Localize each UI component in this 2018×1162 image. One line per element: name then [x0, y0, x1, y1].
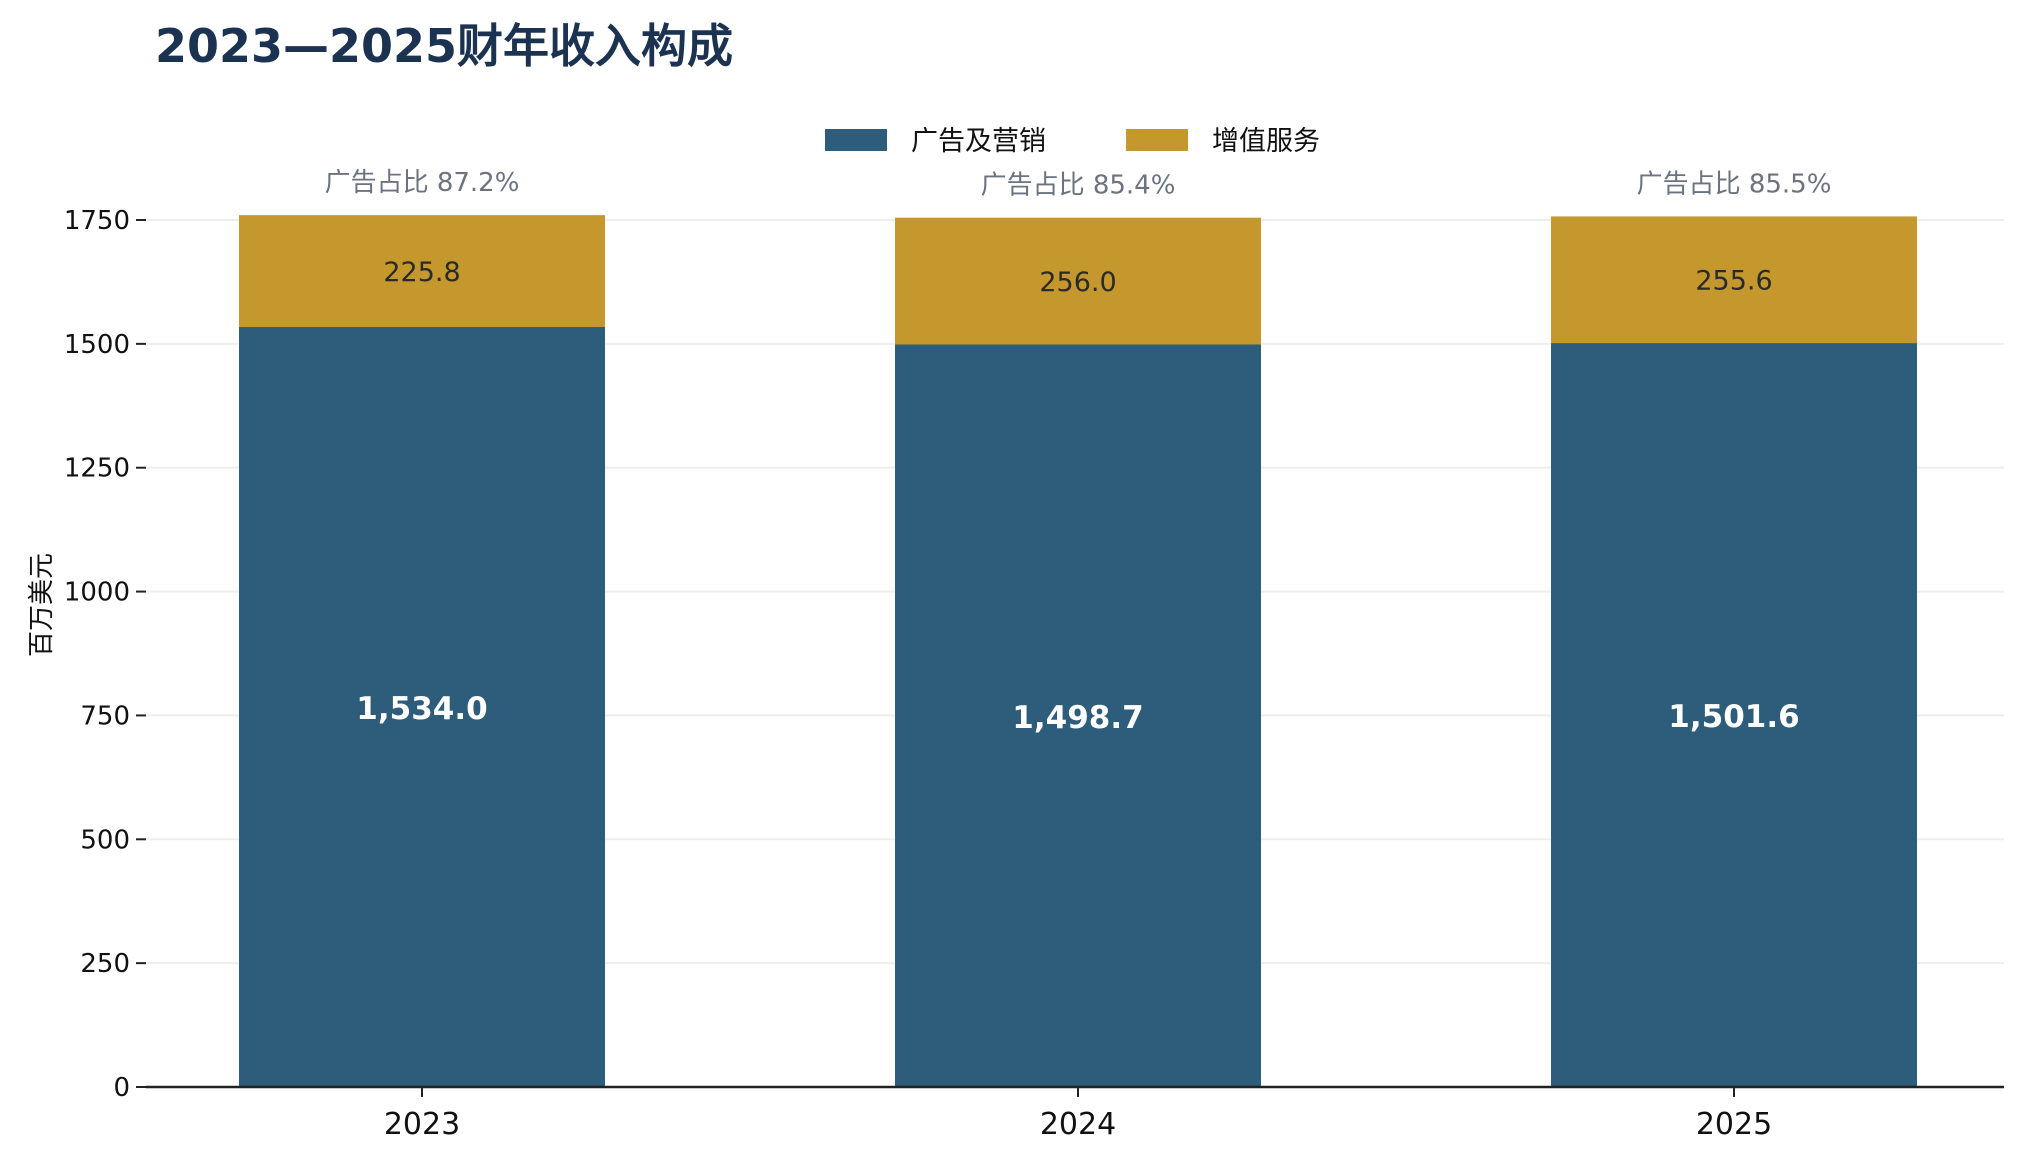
- bar-ad-2024: [895, 344, 1261, 1087]
- bar-label-vas-2025: 255.6: [1695, 266, 1772, 297]
- x-tick-label: 2025: [1696, 1107, 1772, 1142]
- axes: 0 250 500 750 1000 1250 1500 1750 2023 2024 2025: [64, 206, 2004, 1142]
- x-tick-label: 2024: [1040, 1107, 1116, 1142]
- bar-ad-2023: [239, 327, 605, 1087]
- y-tick-label: 1000: [64, 578, 130, 608]
- chart-title: 2023—2025财年收入构成: [155, 19, 733, 73]
- share-annotation-2025: 广告占比 85.5%: [1637, 169, 1832, 199]
- data-labels: 1,534.0 225.8 广告占比 87.2% 1,498.7 256.0 广告占比 8…: [325, 168, 1832, 736]
- legend-label-vas: 增值服务: [1212, 126, 1320, 157]
- bar-vas-2025: [1551, 216, 1917, 344]
- legend: 广告及营销 增值服务: [825, 126, 1320, 157]
- bar-label-vas-2023: 225.8: [383, 257, 460, 288]
- bar-ad-2025: [1551, 343, 1917, 1087]
- bars: [239, 215, 1917, 1087]
- y-tick-label: 750: [80, 701, 130, 731]
- bar-label-ad-2024: 1,498.7: [1012, 700, 1143, 736]
- y-axis-label: 百万美元: [27, 553, 57, 657]
- bar-label-ad-2023: 1,534.0: [356, 691, 487, 727]
- y-tick-label: 0: [113, 1073, 130, 1103]
- bar-vas-2024: [895, 217, 1261, 345]
- bar-label-ad-2025: 1,501.6: [1668, 699, 1799, 735]
- legend-label-ad: 广告及营销: [911, 126, 1046, 157]
- y-tick-label: 1500: [64, 330, 130, 360]
- x-tick-label: 2023: [384, 1107, 460, 1142]
- share-annotation-2023: 广告占比 87.2%: [325, 168, 520, 198]
- y-tick-label: 1750: [64, 206, 130, 236]
- y-tick-label: 250: [80, 949, 130, 979]
- y-tick-label: 1250: [64, 454, 130, 484]
- share-annotation-2024: 广告占比 85.4%: [981, 171, 1176, 201]
- y-tick-label: 500: [80, 825, 130, 855]
- bar-label-vas-2024: 256.0: [1039, 267, 1116, 298]
- bar-vas-2023: [239, 215, 605, 328]
- legend-swatch-ad: [825, 129, 887, 151]
- legend-swatch-vas: [1126, 129, 1188, 151]
